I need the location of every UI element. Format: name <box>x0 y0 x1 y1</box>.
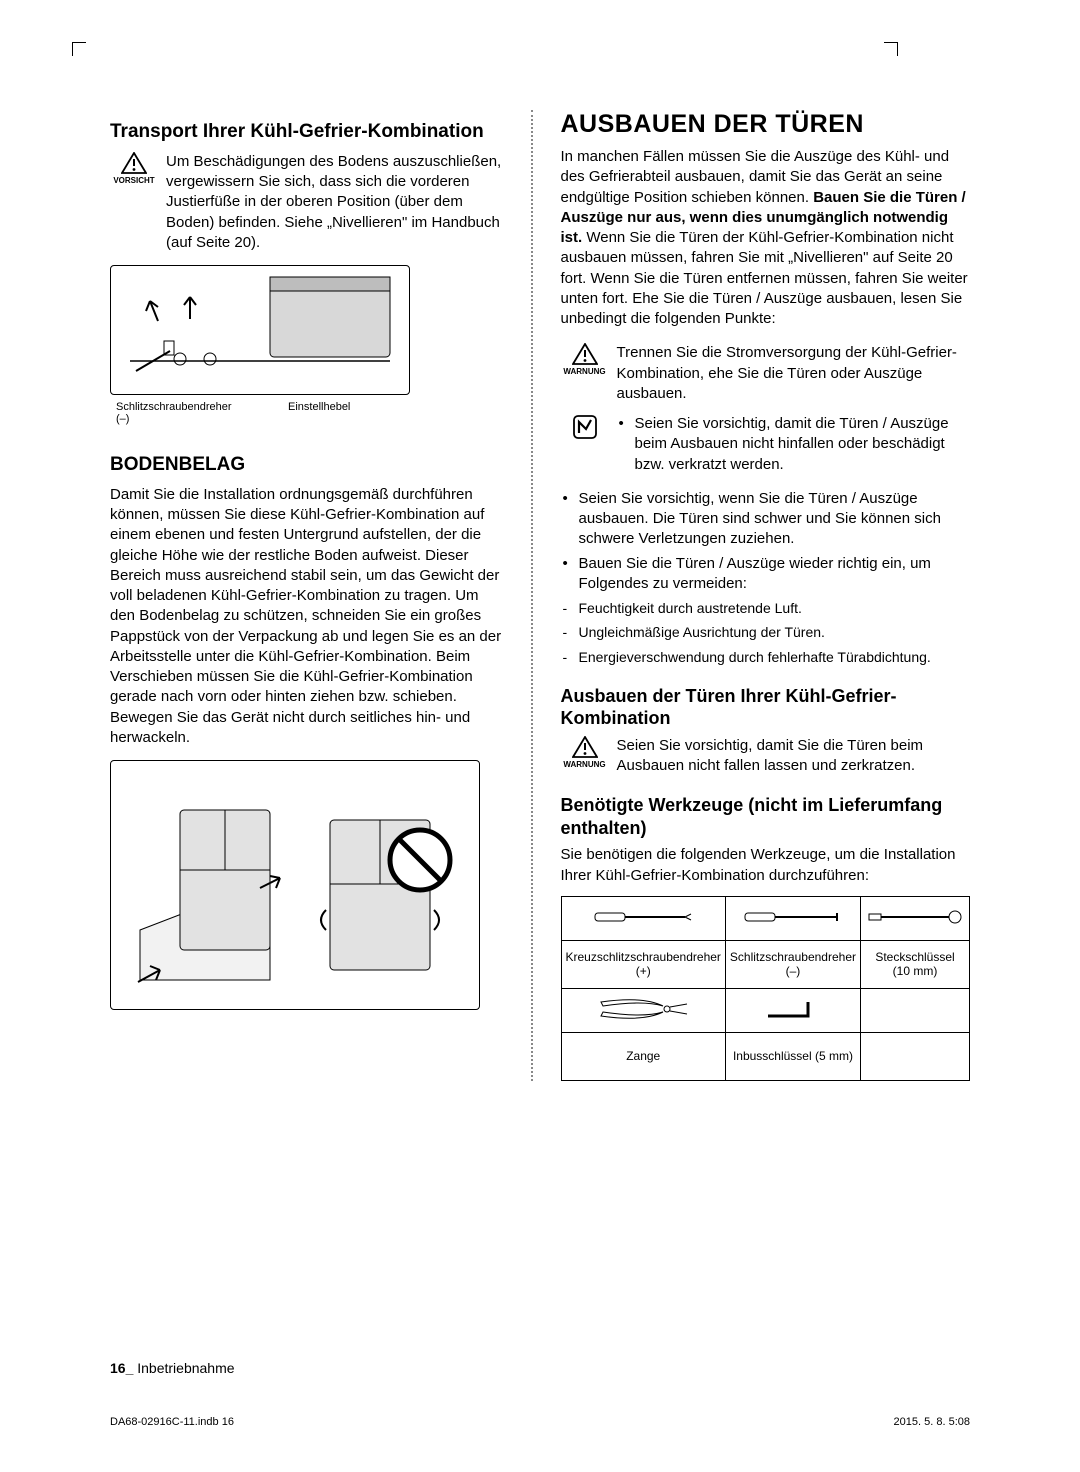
left-column: Transport Ihrer Kühl-Gefrier-Kombination… <box>110 110 503 1081</box>
flat-screwdriver-icon <box>743 907 843 927</box>
right-column: AUSBAUEN DER TÜREN In manchen Fällen müs… <box>561 110 971 1081</box>
heading-tools: Benötigte Werkzeuge (nicht im Lieferumfa… <box>561 794 971 839</box>
tools-table: Kreuzschlitzschraubendreher (+) Schlitzs… <box>561 896 971 1081</box>
caption-lever: Einstellhebel <box>288 401 350 425</box>
caution-text: Um Beschädigungen des Bodens auszuschlie… <box>166 152 503 253</box>
figure-transport <box>110 265 410 395</box>
note-bullet-1: Seien Sie vorsichtig, damit die Türen / … <box>617 414 971 475</box>
figure-bodenbelag <box>110 760 480 1010</box>
warning-1-text: Trennen Sie die Stromversorgung der Kühl… <box>617 343 971 404</box>
dash-list: Feuchtigkeit durch austretende Luft. Ung… <box>561 598 971 667</box>
crop-mark <box>884 42 898 56</box>
tool-empty-cell <box>861 988 970 1032</box>
tool-icon-cell <box>561 896 725 940</box>
page-number: 16_ <box>110 1360 133 1376</box>
tool-icon-cell <box>561 988 725 1032</box>
bullet-2: Seien Sie vorsichtig, wenn Sie die Türen… <box>561 489 971 550</box>
note-icon <box>572 414 598 440</box>
warning-label-2: WARNUNG <box>563 760 605 769</box>
dash-2: Ungleichmäßige Ausrichtung der Türen. <box>561 622 971 642</box>
warning-icon-wrap: WARNUNG <box>561 343 609 376</box>
note-icon-wrap <box>561 414 609 440</box>
caption-screwdriver: Schlitzschraubendreher (–) <box>116 401 246 425</box>
tool-icon-cell <box>725 988 860 1032</box>
heading-ausbauen: AUSBAUEN DER TÜREN <box>561 110 971 139</box>
caution-block: VORSICHT Um Beschädigungen des Bodens au… <box>110 152 503 253</box>
section-name: Inbetriebnahme <box>133 1360 234 1376</box>
warning-block-1: WARNUNG Trennen Sie die Stromversorgung … <box>561 343 971 404</box>
transport-illustration <box>120 271 400 389</box>
warning-triangle-icon <box>572 736 598 758</box>
warning-label: WARNUNG <box>563 367 605 376</box>
warning-triangle-icon <box>121 152 147 174</box>
tool-label-cell: Inbusschlüssel (5 mm) <box>725 1032 860 1080</box>
caution-bullets: Seien Sie vorsichtig, wenn Sie die Türen… <box>561 489 971 594</box>
tool-label-cell: Kreuzschlitzschraubendreher (+) <box>561 940 725 988</box>
tools-intro: Sie benötigen die folgenden Werkzeuge, u… <box>561 845 971 886</box>
dash-3: Energieverschwendung durch fehlerhafte T… <box>561 647 971 667</box>
caution-icon-wrap: VORSICHT <box>110 152 158 185</box>
warning-icon-wrap-2: WARNUNG <box>561 736 609 769</box>
print-metadata: DA68-02916C-11.indb 16 2015. 5. 8. 5:08 <box>110 1416 970 1428</box>
allen-key-icon <box>758 996 828 1022</box>
column-divider <box>531 110 533 1081</box>
tool-label-cell: Schlitzschraubendreher (–) <box>725 940 860 988</box>
tool-label-cell: Zange <box>561 1032 725 1080</box>
ausbauen-intro: In manchen Fällen müssen Sie die Auszüge… <box>561 147 971 329</box>
bodenbelag-body: Damit Sie die Installation ordnungsgemäß… <box>110 485 503 748</box>
table-row: Zange Inbusschlüssel (5 mm) <box>561 1032 970 1080</box>
table-row <box>561 896 970 940</box>
socket-wrench-icon <box>865 907 965 927</box>
heading-transport: Transport Ihrer Kühl-Gefrier-Kombination <box>110 120 503 144</box>
pliers-icon <box>593 996 693 1022</box>
intro-b: Wenn Sie die Türen der Kühl-Gefrier-Komb… <box>561 229 968 327</box>
phillips-screwdriver-icon <box>593 907 693 927</box>
figure1-caption: Schlitzschraubendreher (–) Einstellhebel <box>116 401 503 425</box>
heading-bodenbelag: BODENBELAG <box>110 453 503 477</box>
print-date: 2015. 5. 8. 5:08 <box>894 1416 970 1428</box>
tool-label-cell: Steckschlüssel (10 mm) <box>861 940 970 988</box>
dash-1: Feuchtigkeit durch austretende Luft. <box>561 598 971 618</box>
warning-triangle-icon <box>572 343 598 365</box>
note-bullet-list: Seien Sie vorsichtig, damit die Türen / … <box>617 414 971 479</box>
tool-empty-cell <box>861 1032 970 1080</box>
tool-icon-cell <box>725 896 860 940</box>
warning-block-2: WARNUNG Seien Sie vorsichtig, damit Sie … <box>561 736 971 777</box>
tool-icon-cell <box>861 896 970 940</box>
table-row <box>561 988 970 1032</box>
print-file: DA68-02916C-11.indb 16 <box>110 1416 234 1428</box>
page-footer: 16_ Inbetriebnahme <box>110 1360 235 1376</box>
warning-2-text: Seien Sie vorsichtig, damit Sie die Türe… <box>617 736 971 777</box>
heading-ausbauen-sub: Ausbauen der Türen Ihrer Kühl-Gefrier-Ko… <box>561 685 971 730</box>
note-block: Seien Sie vorsichtig, damit die Türen / … <box>561 414 971 479</box>
table-row: Kreuzschlitzschraubendreher (+) Schlitzs… <box>561 940 970 988</box>
bullet-3: Bauen Sie die Türen / Auszüge wieder ric… <box>561 554 971 595</box>
bodenbelag-illustration <box>120 770 470 1000</box>
caution-label: VORSICHT <box>113 176 154 185</box>
two-column-layout: Transport Ihrer Kühl-Gefrier-Kombination… <box>110 110 970 1081</box>
crop-mark <box>72 42 86 56</box>
